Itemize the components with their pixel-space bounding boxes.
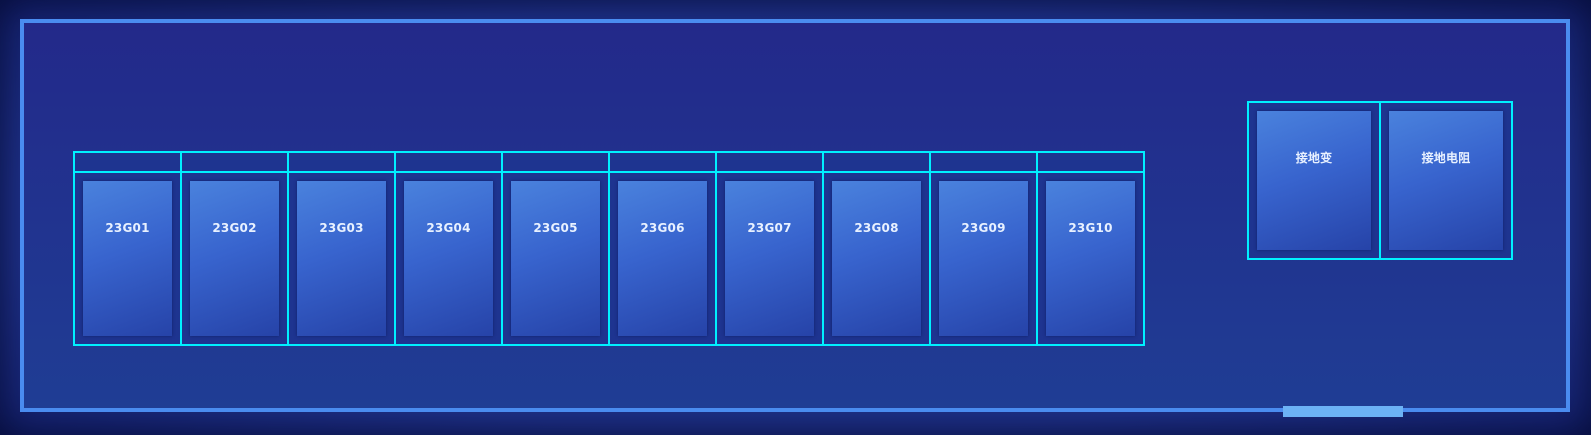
cabinet-top-bus-cell — [396, 153, 501, 173]
switchgear-cabinet-label: 23G02 — [212, 221, 257, 235]
switchgear-cabinet[interactable]: 23G09 — [939, 181, 1028, 336]
switchgear-cabinet-label: 23G05 — [533, 221, 578, 235]
room-door — [1283, 406, 1403, 417]
switchgear-cabinet[interactable]: 23G03 — [297, 181, 386, 336]
switchgear-cabinet[interactable]: 23G02 — [190, 181, 279, 336]
grounding-cabinet-slot: 接地电阻 — [1379, 101, 1513, 260]
cabinet-top-bus-cell — [717, 153, 822, 173]
switchgear-cabinet-label: 23G04 — [426, 221, 471, 235]
switchgear-cabinet-slot: 23G02 — [180, 151, 289, 346]
switchgear-cabinet-slot: 23G03 — [287, 151, 396, 346]
switchgear-cabinet-label: 23G07 — [747, 221, 792, 235]
grounding-cabinet[interactable]: 接地变 — [1257, 111, 1371, 250]
switchgear-cabinet-row: 23G01 23G02 23G03 23G04 23G05 23G06 23G07 23G08… — [73, 151, 1145, 346]
grounding-cabinet[interactable]: 接地电阻 — [1389, 111, 1503, 250]
cabinet-top-bus-cell — [1038, 153, 1143, 173]
switchgear-cabinet[interactable]: 23G07 — [725, 181, 814, 336]
grounding-cabinet-label: 接地变 — [1295, 151, 1333, 165]
switchgear-cabinet-slot: 23G04 — [394, 151, 503, 346]
cabinet-top-bus-cell — [289, 153, 394, 173]
cabinet-top-bus-cell — [931, 153, 1036, 173]
switchgear-cabinet-label: 23G01 — [105, 221, 150, 235]
switchgear-cabinet-slot: 23G06 — [608, 151, 717, 346]
switchgear-cabinet-slot: 23G08 — [822, 151, 931, 346]
switchgear-cabinet-label: 23G08 — [854, 221, 899, 235]
grounding-cabinet-slot: 接地变 — [1247, 101, 1381, 260]
switchgear-cabinet-slot: 23G09 — [929, 151, 1038, 346]
switchgear-cabinet[interactable]: 23G08 — [832, 181, 921, 336]
switchgear-cabinet[interactable]: 23G01 — [83, 181, 172, 336]
switchgear-cabinet-slot: 23G07 — [715, 151, 824, 346]
switchgear-cabinet[interactable]: 23G06 — [618, 181, 707, 336]
grounding-cabinet-label: 接地电阻 — [1421, 151, 1471, 165]
switchgear-cabinet-label: 23G06 — [640, 221, 685, 235]
switchgear-cabinet-label: 23G09 — [961, 221, 1006, 235]
cabinet-top-bus-cell — [610, 153, 715, 173]
cabinet-top-bus-cell — [182, 153, 287, 173]
switchgear-cabinet[interactable]: 23G04 — [404, 181, 493, 336]
switchgear-cabinet[interactable]: 23G10 — [1046, 181, 1135, 336]
switchgear-cabinet-label: 23G10 — [1068, 221, 1113, 235]
switchgear-cabinet-slot: 23G05 — [501, 151, 610, 346]
switchgear-cabinet-label: 23G03 — [319, 221, 364, 235]
grounding-cabinet-row: 接地变 接地电阻 — [1247, 101, 1513, 260]
cabinet-top-bus-cell — [503, 153, 608, 173]
switchgear-cabinet[interactable]: 23G05 — [511, 181, 600, 336]
cabinet-top-bus-cell — [75, 153, 180, 173]
cabinet-top-bus-cell — [824, 153, 929, 173]
switchgear-cabinet-slot: 23G10 — [1036, 151, 1145, 346]
switchgear-cabinet-slot: 23G01 — [73, 151, 182, 346]
